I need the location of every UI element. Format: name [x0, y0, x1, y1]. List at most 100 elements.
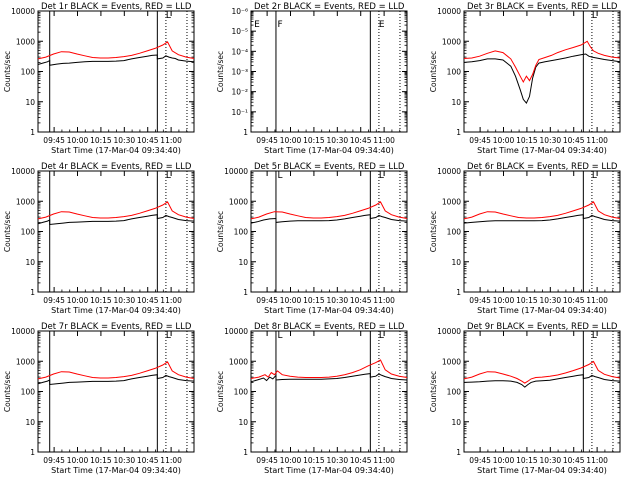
- det-7r-series-lld: [37, 361, 195, 380]
- det-6r-ytick-label: 10: [451, 258, 461, 267]
- det-6r-xlabel: Start Time (17-Mar-04 09:34:40): [477, 306, 607, 315]
- det-7r-xlabel: Start Time (17-Mar-04 09:34:40): [51, 466, 181, 475]
- det-2r-xtick-label: 10:30: [327, 136, 349, 145]
- det-8r-ytick-label: 100: [234, 388, 249, 397]
- det-5r-title: Det 5r BLACK = Events, RED = LLD: [254, 162, 405, 172]
- det-1r-ytick-label: 100: [21, 68, 36, 77]
- det-1r-xlabel: Start Time (17-Mar-04 09:34:40): [51, 146, 181, 155]
- det-1r-ylabel: Counts/sec: [3, 51, 12, 92]
- det-5r-xtick-label: 10:45: [350, 296, 372, 305]
- det-2r-xtick-label: 10:45: [350, 136, 372, 145]
- det-6r-ytick-label: 10000: [437, 167, 461, 176]
- det-9r-title: Det 9r BLACK = Events, RED = LLD: [467, 322, 618, 332]
- det-6r-flag-letter: L: [592, 171, 597, 181]
- det-8r-xtick-label: 11:00: [373, 456, 395, 465]
- det-6r-title: Det 6r BLACK = Events, RED = LLD: [467, 162, 618, 172]
- det-9r-ylabel: Counts/sec: [429, 371, 438, 412]
- det-7r-ytick-label: 10000: [11, 327, 35, 336]
- det-4r-xtick-label: 10:00: [67, 296, 89, 305]
- det-8r-title: Det 8r BLACK = Events, RED = LLD: [254, 322, 405, 332]
- det-6r-plot-frame: [463, 170, 621, 293]
- det-4r-ytick-label: 1: [30, 288, 35, 297]
- det-3r-ylabel: Counts/sec: [429, 51, 438, 92]
- det-7r-plot-frame: [37, 330, 195, 453]
- det-3r-xtick-label: 11:00: [586, 136, 608, 145]
- det-9r-xtick-label: 10:30: [540, 456, 562, 465]
- det-5r-ytick-label: 10: [238, 258, 248, 267]
- det-2r-flag-letter: F: [278, 20, 283, 30]
- det-6r-xtick-label: 09:45: [469, 296, 491, 305]
- det-8r-xtick-label: 10:30: [327, 456, 349, 465]
- det-2r-ytick-label: 10⁻³: [231, 68, 248, 77]
- det-9r-ytick-label: 10: [451, 418, 461, 427]
- det-3r-xlabel: Start Time (17-Mar-04 09:34:40): [477, 146, 607, 155]
- det-3r-xtick-label: 10:30: [540, 136, 562, 145]
- det-7r-xtick-label: 09:45: [43, 456, 65, 465]
- det-5r-xtick-label: 11:00: [373, 296, 395, 305]
- det-2r-ytick-label: 10⁻⁶: [231, 7, 248, 16]
- det-2r-xtick-label: 09:45: [256, 136, 278, 145]
- det-1r-xtick-label: 09:45: [43, 136, 65, 145]
- det-3r-flag-letter: L: [592, 11, 597, 21]
- det-3r-ytick-label: 10: [451, 98, 461, 107]
- det-4r-series-events: [37, 214, 195, 226]
- det-7r-ytick-label: 1: [30, 448, 35, 457]
- det-1r-ytick-label: 10000: [11, 7, 35, 16]
- det-2r-ylabel: Counts/sec: [216, 51, 225, 92]
- det-9r-ytick-label: 1000: [442, 357, 461, 366]
- det-2r-xtick-label: 10:00: [280, 136, 302, 145]
- det-9r-ytick-label: 100: [447, 388, 462, 397]
- det-9r-xtick-label: 11:00: [586, 456, 608, 465]
- det-7r-xtick-label: 10:15: [90, 456, 112, 465]
- det-7r-title: Det 7r BLACK = Events, RED = LLD: [41, 322, 192, 332]
- det-3r-title: Det 3r BLACK = Events, RED = LLD: [467, 2, 618, 12]
- det-5r-plot-frame: [250, 170, 408, 293]
- det-3r-xtick-label: 10:45: [563, 136, 585, 145]
- det-7r-xtick-label: 10:45: [137, 456, 159, 465]
- det-4r-xtick-label: 10:30: [114, 296, 136, 305]
- det-3r-plot-frame: [463, 10, 621, 133]
- det-5r-flag-letter: L: [379, 171, 384, 181]
- det-2r-panel: Det 2r BLACK = Events, RED = LLD 1 10⁻¹ 10⁻…: [216, 2, 408, 155]
- det-9r-ytick-label: 1: [456, 448, 461, 457]
- det-9r-xlabel: Start Time (17-Mar-04 09:34:40): [477, 466, 607, 475]
- det-7r-xtick-label: 11:00: [160, 456, 182, 465]
- det-2r-ytick-label: 10⁻²: [231, 88, 248, 97]
- det-9r-flag-letter: L: [592, 331, 597, 341]
- det-3r-xtick-label: 09:45: [469, 136, 491, 145]
- det-4r-plot-frame: [37, 170, 195, 293]
- det-1r-ytick-label: 10: [25, 98, 35, 107]
- det-1r-xtick-label: 10:30: [114, 136, 136, 145]
- det-3r-panel: Det 3r BLACK = Events, RED = LLD 1 10 100 10…: [429, 2, 621, 155]
- det-8r-ytick-label: 1: [243, 448, 248, 457]
- det-4r-series-lld: [37, 201, 195, 220]
- det-5r-xtick-label: 10:30: [327, 296, 349, 305]
- det-2r-title: Det 2r BLACK = Events, RED = LLD: [254, 2, 405, 12]
- det-4r-xtick-label: 10:45: [137, 296, 159, 305]
- det-3r-series-events: [463, 53, 621, 105]
- det-1r-xtick-label: 10:15: [90, 136, 112, 145]
- det-6r-xtick-label: 10:00: [493, 296, 515, 305]
- det-4r-title: Det 4r BLACK = Events, RED = LLD: [41, 162, 192, 172]
- det-6r-ytick-label: 100: [447, 228, 462, 237]
- det-7r-xtick-label: 10:30: [114, 456, 136, 465]
- det-9r-plot-frame: [463, 330, 621, 453]
- det-4r-ytick-label: 10: [25, 258, 35, 267]
- det-9r-xtick-label: 10:15: [516, 456, 538, 465]
- det-1r-series-events: [37, 54, 195, 66]
- det-2r-xlabel: Start Time (17-Mar-04 09:34:40): [264, 146, 394, 155]
- det-8r-ytick-label: 10000: [224, 327, 248, 336]
- det-6r-xtick-label: 11:00: [586, 296, 608, 305]
- det-8r-xtick-label: 10:45: [350, 456, 372, 465]
- det-3r-ytick-label: 100: [447, 68, 462, 77]
- det-8r-xtick-label: 10:00: [280, 456, 302, 465]
- det-8r-ylabel: Counts/sec: [216, 371, 225, 412]
- det-1r-ytick-label: 1: [30, 128, 35, 137]
- det-5r-ytick-label: 100: [234, 228, 249, 237]
- det-6r-series-events: [463, 214, 621, 224]
- det-1r-title: Det 1r BLACK = Events, RED = LLD: [41, 2, 192, 12]
- det-5r-ytick-label: 10000: [224, 167, 248, 176]
- det-3r-xtick-label: 10:15: [516, 136, 538, 145]
- det-1r-xtick-label: 10:00: [67, 136, 89, 145]
